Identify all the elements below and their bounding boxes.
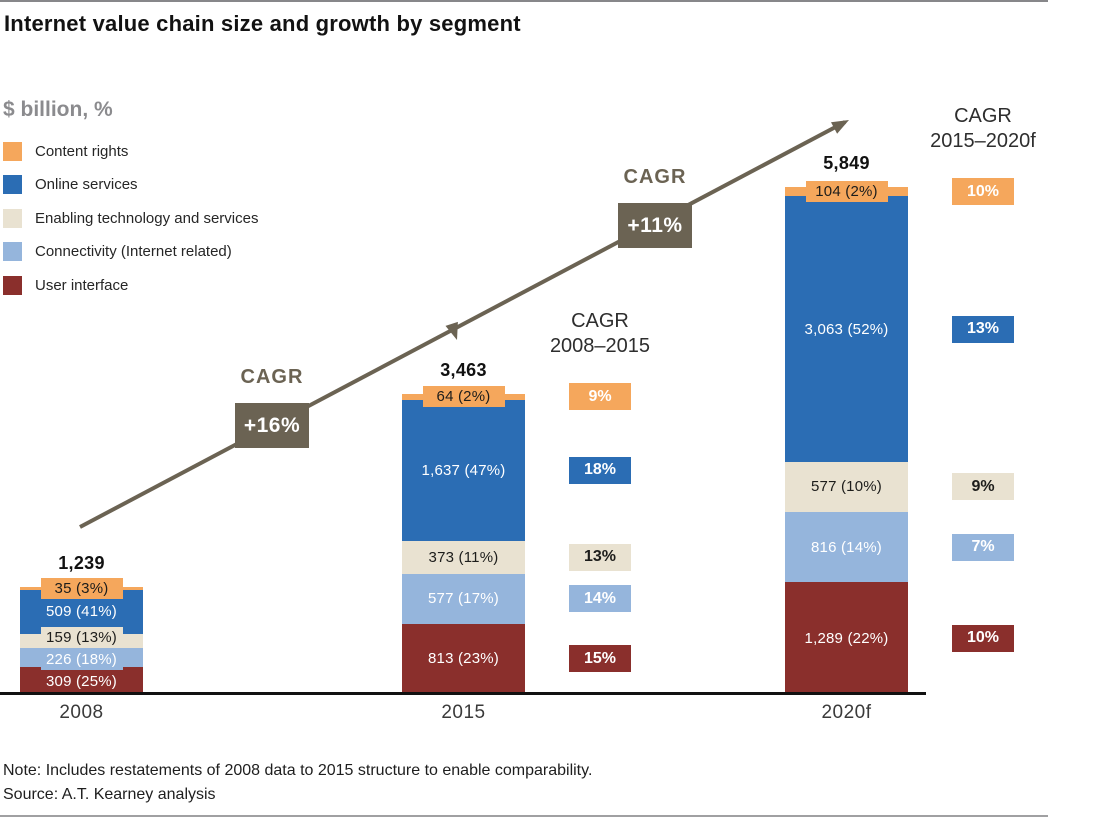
cagr-chip-content-rights-1: 9% xyxy=(569,383,631,411)
online-services-swatch-icon xyxy=(3,175,22,195)
note-text: Note: Includes restatements of 2008 data… xyxy=(3,762,593,779)
cagr-column-title-line1: CAGR xyxy=(571,310,629,332)
legend-item-user-interface: User interface xyxy=(3,275,128,295)
bar-2015-label-enabling-technology-and-services: 373 (11%) xyxy=(422,546,505,568)
cagr-chip-online-services-2: 13% xyxy=(952,315,1014,343)
bar-2008-label-content-rights: 35 (3%) xyxy=(40,577,123,599)
x-axis-label-2008: 2008 xyxy=(59,702,104,723)
legend-label: Online services xyxy=(35,176,138,194)
cagr-badge-title-2: CAGR xyxy=(623,166,687,188)
bar-2015-label-user-interface: 813 (23%) xyxy=(422,648,505,670)
content-rights-swatch-icon xyxy=(3,141,22,161)
arrowhead-2020-icon xyxy=(831,120,849,134)
cagr-chip-user-interface-1: 15% xyxy=(569,645,631,673)
top-rule xyxy=(0,0,1048,2)
legend-label: Connectivity (Internet related) xyxy=(35,243,232,261)
unit-label: $ billion, % xyxy=(3,98,113,121)
bar-2008-total: 1,239 xyxy=(58,552,105,573)
bar-2020f-label-connectivity-internet-related: 816 (14%) xyxy=(805,536,888,558)
cagr-badge-2015-2020f: +11% xyxy=(618,203,692,248)
cagr-column-title-line2: 2015–2020f xyxy=(930,130,1036,152)
cagr-chip-enabling-technology-and-services-1: 13% xyxy=(569,543,631,571)
bar-2008-label-online-services: 509 (41%) xyxy=(40,601,123,623)
legend-label: Content rights xyxy=(35,142,129,160)
legend-item-content-rights: Content rights xyxy=(3,141,128,161)
bar-2020f-label-online-services: 3,063 (52%) xyxy=(804,318,889,340)
bar-2015-label-content-rights: 64 (2%) xyxy=(422,386,505,408)
cagr-chip-user-interface-2: 10% xyxy=(952,624,1014,652)
bar-2015-label-online-services: 1,637 (47%) xyxy=(421,459,506,481)
cagr-badge-title-1: CAGR xyxy=(240,366,304,388)
bar-2020f-label-user-interface: 1,289 (22%) xyxy=(804,627,889,649)
enabling-technology-and-services-swatch-icon xyxy=(3,208,22,228)
bar-2020f-label-content-rights: 104 (2%) xyxy=(805,181,888,203)
legend-item-enabling-technology-and-services: Enabling technology and services xyxy=(3,208,258,228)
x-axis-label-2015: 2015 xyxy=(441,702,486,723)
cagr-chip-online-services-1: 18% xyxy=(569,456,631,484)
source-text: Source: A.T. Kearney analysis xyxy=(3,786,216,803)
x-axis-line xyxy=(0,692,926,695)
legend-item-online-services: Online services xyxy=(3,175,138,195)
cagr-chip-connectivity-internet-related-2: 7% xyxy=(952,533,1014,561)
x-axis-label-2020f: 2020f xyxy=(821,702,872,723)
arrowhead-2015-icon xyxy=(445,321,458,340)
bottom-rule xyxy=(0,815,1048,817)
bar-2015-label-connectivity-internet-related: 577 (17%) xyxy=(422,588,505,610)
bar-2020f-label-enabling-technology-and-services: 577 (10%) xyxy=(805,476,888,498)
cagr-badge-2008-2015: +16% xyxy=(235,403,309,448)
bar-2008-label-connectivity-internet-related: 226 (18%) xyxy=(40,649,123,671)
bar-2015-total: 3,463 xyxy=(440,360,487,381)
page-title: Internet value chain size and growth by … xyxy=(4,11,521,36)
cagr-chip-connectivity-internet-related-1: 14% xyxy=(569,585,631,613)
cagr-chip-content-rights-2: 10% xyxy=(952,178,1014,206)
bar-2008-label-enabling-technology-and-services: 159 (13%) xyxy=(40,627,123,649)
bar-2020f-total: 5,849 xyxy=(823,153,870,174)
user-interface-swatch-icon xyxy=(3,275,22,295)
connectivity-internet-related-swatch-icon xyxy=(3,242,22,262)
legend-label: User interface xyxy=(35,276,129,294)
cagr-column-title-line1: CAGR xyxy=(954,105,1012,127)
legend-label: Enabling technology and services xyxy=(35,209,259,227)
cagr-column-title-2015-2020f: CAGR 2015–2020f xyxy=(898,104,1068,154)
cagr-column-title-2008-2015: CAGR 2008–2015 xyxy=(515,309,685,359)
legend-item-connectivity-internet-related: Connectivity (Internet related) xyxy=(3,242,232,262)
cagr-column-title-line2: 2008–2015 xyxy=(549,335,651,357)
cagr-chip-enabling-technology-and-services-2: 9% xyxy=(952,473,1014,501)
bar-2008-label-user-interface: 309 (25%) xyxy=(40,671,123,693)
